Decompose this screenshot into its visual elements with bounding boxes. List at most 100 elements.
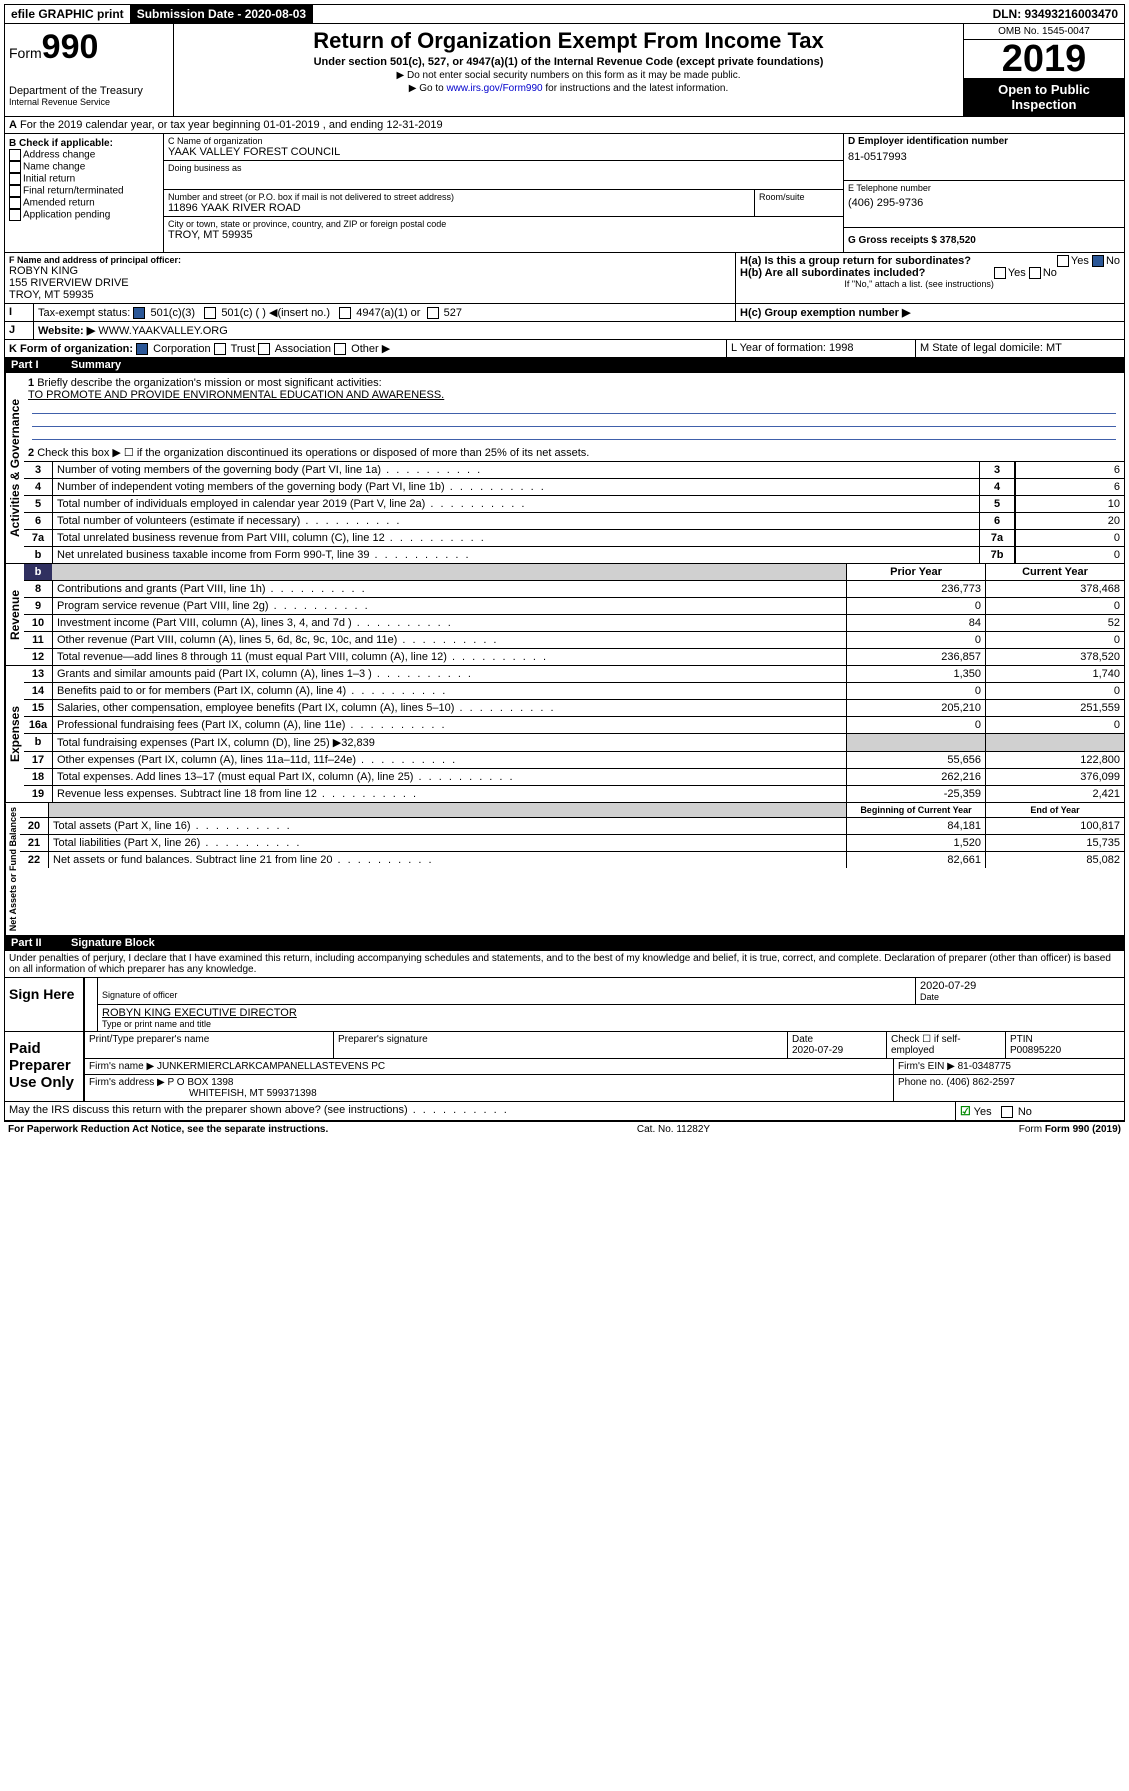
chk-ha-no[interactable] [1092,255,1104,267]
vlabel-revenue: Revenue [5,564,24,665]
chk-amended[interactable] [9,197,21,209]
expense-line: 16aProfessional fundraising fees (Part I… [24,716,1124,733]
instr-ssn: ▶ Do not enter social security numbers o… [178,70,959,81]
chk-address-change[interactable] [9,149,21,161]
summary-line: 4Number of independent voting members of… [24,478,1124,495]
chk-name-change[interactable] [9,161,21,173]
dept-irs: Internal Revenue Service [9,97,169,107]
firm-addr2: WHITEFISH, MT 599371398 [189,1088,317,1099]
box-e-label: E Telephone number [848,183,1120,193]
expense-line: 17Other expenses (Part IX, column (A), l… [24,751,1124,768]
col-current-year: Current Year [985,564,1124,580]
chk-hb-yes[interactable] [994,267,1006,279]
netassets-line: 20Total assets (Part X, line 16)84,18110… [20,817,1124,834]
chk-hb-no[interactable] [1029,267,1041,279]
part-2-header: Part IISignature Block [5,935,1124,951]
expense-line: 15Salaries, other compensation, employee… [24,699,1124,716]
tax-year: 2019 [964,40,1124,78]
box-b-label: B Check if applicable: [9,138,159,149]
col-beginning: Beginning of Current Year [846,803,985,817]
col-prior-year: Prior Year [846,564,985,580]
footer: For Paperwork Reduction Act Notice, see … [4,1121,1125,1137]
phone: (406) 295-9736 [848,197,1120,209]
box-hc: H(c) Group exemption number ▶ [740,307,910,319]
firm-name-label: Firm's name ▶ [89,1061,154,1072]
chk-discuss-yes[interactable]: ☑ [960,1104,971,1118]
paid-preparer-label: Paid Preparer Use Only [5,1032,85,1101]
revenue-line: 9Program service revenue (Part VIII, lin… [24,597,1124,614]
line-a-period: A For the 2019 calendar year, or tax yea… [5,117,1124,133]
chk-4947[interactable] [339,307,351,319]
netassets-line: 22Net assets or fund balances. Subtract … [20,851,1124,868]
addr-label: Number and street (or P.O. box if mail i… [168,192,750,202]
org-city: TROY, MT 59935 [168,229,839,241]
irs-link[interactable]: www.irs.gov/Form990 [446,83,542,94]
ptin-val: P00895220 [1010,1045,1061,1056]
box-g: G Gross receipts $ 378,520 [848,235,976,246]
ein: 81-0517993 [848,151,1120,163]
line-1-label: Briefly describe the organization's miss… [37,377,381,389]
chk-initial-return[interactable] [9,173,21,185]
officer-addr2: TROY, MT 59935 [9,289,731,301]
line-2: Check this box ▶ ☐ if the organization d… [37,447,589,459]
form-word: Form [9,45,42,61]
expense-line: 14Benefits paid to or for members (Part … [24,682,1124,699]
summary-line: 6Total number of volunteers (estimate if… [24,512,1124,529]
ptin-label: PTIN [1010,1034,1033,1045]
firm-name: JUNKERMIERCLARKCAMPANELLASTEVENS PC [157,1061,385,1072]
box-b: B Check if applicable: Address change Na… [5,134,164,252]
prep-date-h: Date [792,1034,813,1045]
form-subtitle: Under section 501(c), 527, or 4947(a)(1)… [178,56,959,68]
website[interactable]: WWW.YAAKVALLEY.ORG [98,325,228,337]
firm-phone: (406) 862-2597 [946,1077,1014,1088]
revenue-line: 11Other revenue (Part VIII, column (A), … [24,631,1124,648]
form-header: Form990 Department of the Treasury Inter… [5,24,1124,116]
expense-line: 19Revenue less expenses. Subtract line 1… [24,785,1124,802]
box-d-label: D Employer identification number [848,136,1120,147]
chk-501c3[interactable] [133,307,145,319]
sig-date-label: Date [920,992,1120,1002]
chk-501c[interactable] [204,307,216,319]
box-ha: H(a) Is this a group return for subordin… [740,255,971,267]
expense-line: bTotal fundraising expenses (Part IX, co… [24,733,1124,751]
sig-name: ROBYN KING EXECUTIVE DIRECTOR [102,1007,1120,1019]
cat-no: Cat. No. 11282Y [637,1124,710,1135]
firm-addr-label: Firm's address ▶ [89,1077,165,1088]
chk-ha-yes[interactable] [1057,255,1069,267]
chk-assoc[interactable] [258,343,270,355]
instr-goto: ▶ Go to www.irs.gov/Form990 for instruct… [178,83,959,94]
chk-527[interactable] [427,307,439,319]
chk-app-pending[interactable] [9,209,21,221]
chk-corp[interactable] [136,343,148,355]
box-k-label: K Form of organization: [9,343,133,355]
chk-final-return[interactable] [9,185,21,197]
box-c-name-label: C Name of organization [168,136,839,146]
box-h-note: If "No," attach a list. (see instruction… [740,279,1120,289]
chk-discuss-no[interactable] [1001,1106,1013,1118]
revenue-line: 8Contributions and grants (Part VIII, li… [24,580,1124,597]
efile-label[interactable]: efile GRAPHIC print [5,5,131,23]
officer-addr1: 155 RIVERVIEW DRIVE [9,277,731,289]
summary-line: 5Total number of individuals employed in… [24,495,1124,512]
org-name: YAAK VALLEY FOREST COUNCIL [168,146,839,158]
prep-selfemp[interactable]: Check ☐ if self-employed [887,1032,1006,1058]
chk-trust[interactable] [214,343,226,355]
form-number: 990 [42,28,99,66]
sig-name-label: Type or print name and title [102,1019,1120,1029]
sign-here-label: Sign Here [5,978,85,1031]
chk-other[interactable] [334,343,346,355]
box-f-label: F Name and address of principal officer: [9,255,181,265]
sig-date: 2020-07-29 [920,980,1120,992]
prep-sig-h: Preparer's signature [334,1032,788,1058]
summary-line: bNet unrelated business taxable income f… [24,546,1124,563]
firm-ein: 81-0348775 [958,1061,1011,1072]
vlabel-governance: Activities & Governance [5,373,24,563]
open-public: Open to Public Inspection [964,78,1124,116]
org-address: 11896 YAAK RIVER ROAD [168,202,750,214]
box-l: L Year of formation: 1998 [727,340,916,357]
form-ref: Form Form 990 (2019) [1019,1124,1121,1135]
top-bar: efile GRAPHIC print Submission Date - 20… [4,4,1125,24]
revenue-line: 12Total revenue—add lines 8 through 11 (… [24,648,1124,665]
dln: DLN: 93493216003470 [987,5,1124,23]
summary-line: 7aTotal unrelated business revenue from … [24,529,1124,546]
